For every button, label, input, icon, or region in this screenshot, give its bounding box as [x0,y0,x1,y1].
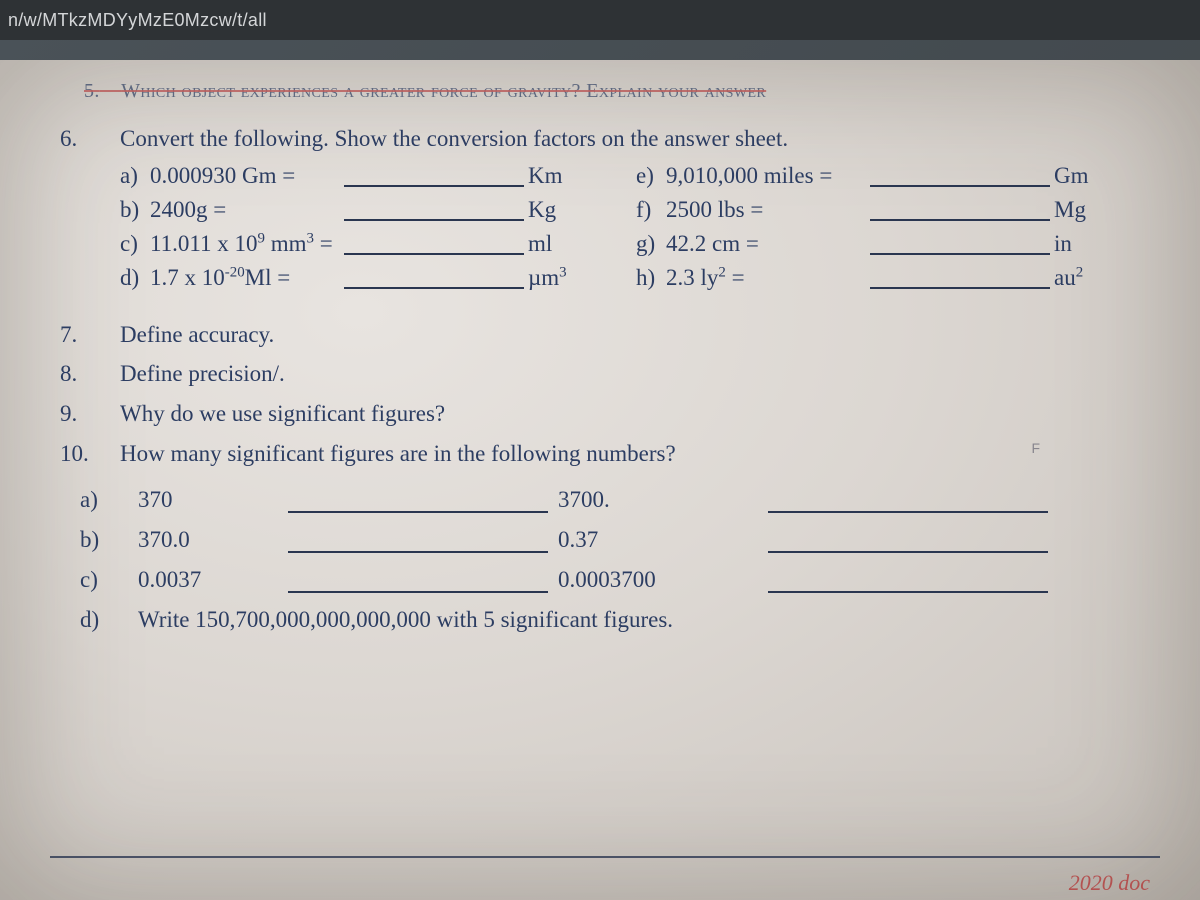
sig-d-label: d) [80,607,128,633]
question-7: 7. Define accuracy. [60,317,1130,353]
sig-c-blank2[interactable] [768,569,1048,593]
conv-b-expr: 2400g = [150,197,340,223]
conv-a-blank[interactable] [344,163,524,187]
sig-a-v2: 3700. [558,487,758,513]
conv-a-label: a) [120,163,146,189]
sig-b-blank1[interactable] [288,529,548,553]
conv-c-unit: ml [528,231,588,257]
conv-h-label: h) [636,265,662,291]
q6-number: 6. [60,121,120,157]
conversion-grid: a) 0.000930 Gm = Km e) 9,010,000 miles =… [120,163,1130,291]
question-6: 6. Convert the following. Show the conve… [60,121,1130,157]
sig-c-v1: 0.0037 [138,567,278,593]
conv-g-unit: in [1054,231,1104,257]
sig-a-v1: 370 [138,487,278,513]
sig-c-blank1[interactable] [288,569,548,593]
conv-d-unit: µm3 [528,265,588,291]
conv-c-blank[interactable] [344,231,524,255]
conv-a-unit: Km [528,163,588,189]
worksheet-page: 5. Which object experiences a greater fo… [0,60,1200,900]
conv-c-label: c) [120,231,146,257]
conv-g-label: g) [636,231,662,257]
conv-b-blank[interactable] [344,197,524,221]
conv-b-label: b) [120,197,146,223]
conv-e-unit: Gm [1054,163,1104,189]
conv-e-expr: 9,010,000 miles = [666,163,866,189]
conv-f-blank[interactable] [870,197,1050,221]
sig-b-label: b) [80,527,128,553]
q7-number: 7. [60,317,120,353]
question-5-struck: 5. Which object experiences a greater fo… [84,80,1130,103]
conv-g-blank[interactable] [870,231,1050,255]
sig-a-blank1[interactable] [288,489,548,513]
conv-d-expr: 1.7 x 10-20Ml = [150,265,340,291]
footer-note: 2020 doc [1069,870,1150,896]
url-text: n/w/MTkzMDYyMzE0Mzcw/t/all [8,10,267,31]
conv-h-expr: 2.3 ly2 = [666,265,866,291]
sig-b-blank2[interactable] [768,529,1048,553]
question-8: 8. Define precision/. [60,356,1130,392]
q6-text: Convert the following. Show the conversi… [120,121,1130,157]
conv-f-unit: Mg [1054,197,1104,223]
conv-e-blank[interactable] [870,163,1050,187]
conv-b-unit: Kg [528,197,588,223]
url-bar[interactable]: n/w/MTkzMDYyMzE0Mzcw/t/all [0,0,1200,40]
conv-d-label: d) [120,265,146,291]
q8-number: 8. [60,356,120,392]
question-10: 10. How many significant figures are in … [60,436,1130,472]
sig-b-v2: 0.37 [558,527,758,553]
q8-text: Define precision/. [120,356,1130,392]
footer-rule [50,856,1160,858]
conv-h-blank[interactable] [870,265,1050,289]
conv-f-label: f) [636,197,662,223]
question-9: 9. Why do we use significant figures? [60,396,1130,432]
conv-a-expr: 0.000930 Gm = [150,163,340,189]
conv-g-expr: 42.2 cm = [666,231,866,257]
sig-c-v2: 0.0003700 [558,567,758,593]
q9-number: 9. [60,396,120,432]
q10-number: 10. [60,436,120,472]
conv-d-blank[interactable] [344,265,524,289]
sig-a-blank2[interactable] [768,489,1048,513]
conv-h-unit: au2 [1054,265,1104,291]
sig-b-v1: 370.0 [138,527,278,553]
sigfig-grid: a) 370 3700. b) 370.0 0.37 c) 0.0037 0.0… [80,487,1130,633]
sig-d-text: Write 150,700,000,000,000,000 with 5 sig… [138,607,1048,633]
sig-c-label: c) [80,567,128,593]
conv-f-expr: 2500 lbs = [666,197,866,223]
sig-a-label: a) [80,487,128,513]
conv-e-label: e) [636,163,662,189]
q9-text: Why do we use significant figures? [120,396,1130,432]
stray-mark: F [1031,440,1040,456]
q10-text: How many significant figures are in the … [120,436,1130,472]
q7-text: Define accuracy. [120,317,1130,353]
conv-c-expr: 11.011 x 109 mm3 = [150,231,340,257]
